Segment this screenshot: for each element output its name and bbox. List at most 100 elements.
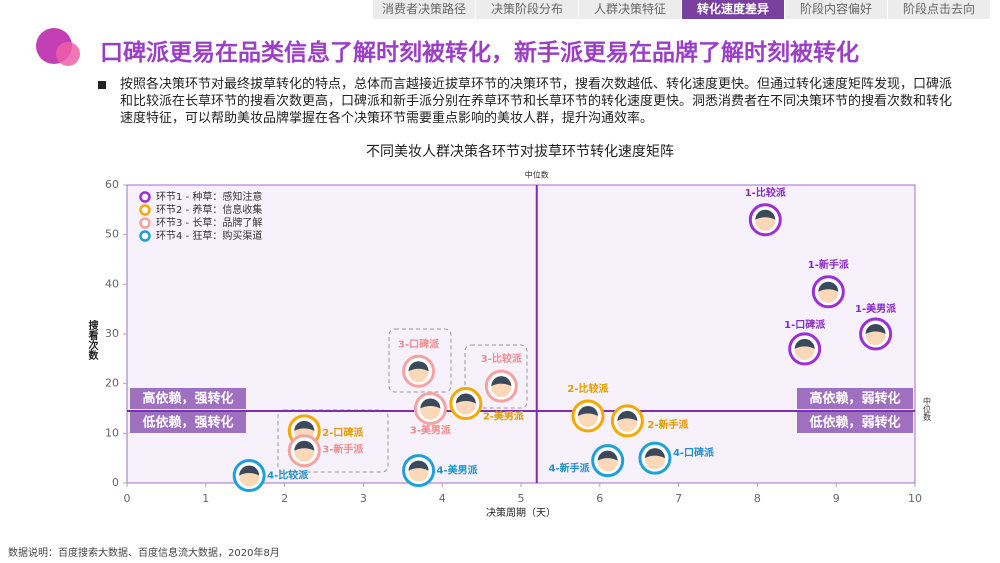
avatar	[449, 387, 483, 421]
point-label: 1-口碑派	[784, 318, 826, 331]
point-label: 4-比较派	[267, 469, 309, 482]
legend-marker	[139, 217, 151, 229]
y-tick-label: 50	[105, 228, 119, 241]
quadrant-label-bg	[130, 387, 246, 409]
group-box	[464, 344, 528, 409]
avatar	[287, 434, 321, 468]
bullet	[98, 81, 106, 89]
y-tick-label: 30	[105, 327, 119, 340]
x-tick-label: 2	[281, 492, 288, 505]
page-title: 口碑派更易在品类信息了解时刻被转化，新手派更易在品牌了解时刻被转化	[100, 40, 859, 66]
quadrant-label: 高依赖，强转化	[142, 390, 233, 406]
point-label: 2-比较派	[567, 382, 609, 395]
legend-label: 环节4 - 狂草：购买渠道	[156, 229, 262, 242]
avatar-hair	[597, 450, 618, 461]
point-label: 3-口碑派	[398, 337, 440, 350]
avatar	[591, 444, 625, 478]
avatar	[610, 404, 644, 438]
nav-tab[interactable]: 人群决策特征	[578, 0, 681, 19]
nav-tab[interactable]: 转化速度差异	[681, 0, 784, 19]
x-axis-label: 决策周期（天）	[486, 506, 556, 519]
avatar-hair	[644, 448, 665, 459]
avatar-hair	[577, 405, 598, 416]
legend-marker	[139, 230, 151, 242]
point-label: 4-口碑派	[673, 446, 715, 459]
avatar-hair	[294, 440, 315, 451]
chart-title: 不同美妆人群决策各环节对拔草环节转化速度矩阵	[366, 143, 674, 160]
point-label: 2-新手派	[647, 418, 689, 431]
x-tick-label: 3	[360, 492, 367, 505]
avatar-hair	[239, 465, 260, 476]
chart: 不同美妆人群决策各环节对拔草环节转化速度矩阵 0 10 20 30 40 50 60 0 1 2 3 4…	[86, 143, 932, 519]
quadrant-label-bg	[797, 411, 913, 433]
x-tick-label: 0	[124, 492, 131, 505]
nav-tab[interactable]: 消费者决策路径	[372, 0, 475, 19]
point-label: 3-美男派	[410, 424, 452, 437]
point-label: 1-比较派	[745, 186, 787, 199]
avatar-hair	[294, 420, 315, 431]
icon-circle	[56, 42, 80, 66]
nav-tab[interactable]: 决策阶段分布	[475, 0, 578, 19]
title-icon	[36, 28, 80, 66]
avatar	[484, 369, 518, 403]
x-tick-label: 9	[833, 492, 840, 505]
y-tick-label: 0	[112, 476, 119, 489]
quadrant-label: 低依赖，强转化	[141, 414, 233, 430]
avatar	[748, 203, 782, 237]
point-label: 4-新手派	[549, 462, 591, 475]
avatar	[402, 454, 436, 488]
avatar-hair	[755, 209, 776, 220]
point-label: 1-美男派	[855, 302, 897, 315]
x-tick-label: 10	[908, 492, 922, 505]
legend-label: 环节2 - 养草：信息收集	[156, 203, 262, 216]
x-tick-label: 1	[202, 492, 209, 505]
avatar	[788, 332, 822, 366]
y-axis-label: 搜看次数	[86, 319, 98, 361]
avatar	[402, 354, 436, 388]
avatar-hair	[818, 281, 839, 292]
avatar-hair	[491, 376, 512, 387]
group-box	[388, 328, 452, 393]
point-label: 4-美男派	[437, 464, 479, 477]
median-label: 中位数	[525, 170, 549, 180]
avatar-hair	[455, 393, 476, 404]
x-tick-label: 5	[518, 492, 525, 505]
x-tick-label: 6	[596, 492, 603, 505]
avatar	[413, 392, 447, 425]
nav-tabs: 消费者决策路径 决策阶段分布 人群决策特征 转化速度差异 阶段内容偏好 阶段点击去向	[372, 0, 990, 19]
x-tick-label: 7	[675, 492, 682, 505]
legend-marker	[139, 204, 151, 216]
legend-marker	[139, 191, 151, 203]
footer: 数据说明：百度搜索大数据、百度信息流大数据，2020年8月	[8, 548, 280, 559]
avatar	[571, 399, 605, 433]
point-label: 1-新手派	[808, 258, 850, 271]
median-label: 中位数	[923, 396, 932, 422]
legend-label: 环节1 - 种草：感知注意	[156, 190, 262, 203]
nav-tab[interactable]: 阶段点击去向	[887, 0, 990, 19]
nav-tab[interactable]: 阶段内容偏好	[784, 0, 887, 19]
avatar	[811, 275, 845, 309]
plot-area	[126, 184, 916, 484]
avatar	[859, 317, 893, 351]
point-label: 3-新手派	[322, 443, 364, 456]
avatar-hair	[408, 460, 429, 471]
point-label: 2-口碑派	[322, 426, 364, 439]
quadrant-label: 高依赖，弱转化	[809, 390, 900, 406]
avatar-hair	[617, 410, 638, 421]
avatar	[232, 459, 266, 493]
x-tick-label: 8	[754, 492, 761, 505]
legend-label: 环节3 - 长草：品牌了解	[156, 216, 262, 229]
quadrant-label: 低依赖，弱转化	[808, 414, 900, 430]
quadrant-label-bg	[797, 387, 913, 409]
avatar-hair	[865, 324, 886, 334]
y-tick-label: 20	[105, 377, 119, 390]
avatar-hair	[420, 398, 441, 409]
body-text: 按照各决策环节对最终拔草转化的特点，总体而言越接近拔草环节的决策环节，搜看次数越…	[120, 77, 953, 126]
avatar-hair	[794, 338, 815, 349]
avatar-hair	[408, 361, 429, 372]
y-tick-label: 60	[105, 178, 119, 191]
x-tick-label: 4	[439, 492, 446, 505]
point-label: 2-美男派	[483, 410, 525, 423]
quadrant-label-bg	[130, 411, 246, 433]
